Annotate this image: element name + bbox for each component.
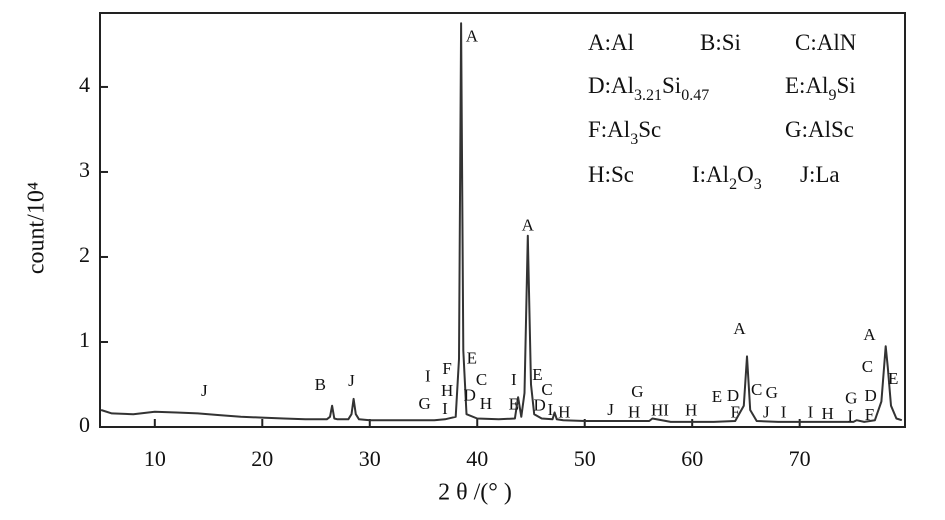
x-tick-label: 40 [466, 446, 488, 471]
peak-label: F [442, 359, 451, 378]
peak-label: D [864, 386, 876, 405]
peak-label: D [533, 396, 545, 415]
legend-entry: D:Al3.21Si0.47 [588, 73, 709, 103]
peak-label: J [763, 402, 770, 421]
peak-label: E [888, 369, 898, 388]
peak-label: I [511, 370, 517, 389]
peak-label: H [821, 404, 833, 423]
peak-label: H [558, 402, 570, 421]
peak-label: D [727, 386, 739, 405]
peak-label: H [628, 402, 640, 421]
legend-entry: I:Al2O3 [692, 162, 762, 192]
peak-label: H [685, 401, 697, 420]
y-tick-label: 2 [79, 242, 90, 267]
peak-label: G [766, 383, 778, 402]
peak-label: J [348, 371, 355, 390]
legend-entry: E:Al9Si [785, 73, 856, 103]
y-axis-label: count/10⁴ [24, 182, 50, 274]
x-tick-label: 30 [359, 446, 381, 471]
legend-entry: C:AlN [795, 30, 857, 55]
y-tick-label: 1 [79, 327, 90, 352]
peak-label: I [781, 402, 787, 421]
peak-label: HI [651, 401, 669, 420]
x-tick-label: 60 [681, 446, 703, 471]
x-tick-label: 20 [251, 446, 273, 471]
peak-label: G [631, 382, 643, 401]
peak-label: I [808, 402, 814, 421]
peak-label: C [476, 370, 487, 389]
peak-label: F [865, 405, 874, 424]
x-tick-label: 10 [144, 446, 166, 471]
peak-label: I [847, 407, 853, 426]
peak-label: C [541, 380, 552, 399]
spectrum-line [100, 22, 903, 423]
peak-label: I [442, 399, 448, 418]
peak-label: G [845, 389, 857, 408]
legend-entry: H:Sc [588, 162, 634, 187]
x-tick-label: 70 [789, 446, 811, 471]
peak-label: F [730, 402, 739, 421]
peak-label: A [522, 215, 535, 234]
peak-label: B [315, 375, 326, 394]
peak-label: J [201, 381, 208, 400]
legend-entry: F:Al3Sc [588, 117, 661, 147]
peak-label: A [733, 319, 746, 338]
x-axis-label: 2 θ /(° ) [438, 480, 512, 506]
peak-label: C [751, 380, 762, 399]
x-tick-label: 50 [574, 446, 596, 471]
legend-entry: B:Si [700, 30, 741, 55]
plot-frame [99, 12, 906, 428]
peak-label: G [418, 394, 430, 413]
peak-label: A [863, 325, 876, 344]
peak-label: E [467, 349, 477, 368]
peak-label: E [712, 387, 722, 406]
legend-entry: A:Al [588, 30, 634, 55]
legend-entry: G:AlSc [785, 117, 854, 142]
peak-label: H [441, 381, 453, 400]
peak-label: I [425, 367, 431, 386]
peak-label: H [480, 394, 492, 413]
y-tick-label: 0 [79, 412, 90, 437]
legend-entry: J:La [800, 162, 840, 187]
peak-label: E [532, 365, 542, 384]
y-tick-label: 4 [79, 72, 90, 97]
peak-label: A [466, 27, 479, 46]
peak-label: E [509, 395, 519, 414]
peak-label: I [547, 400, 553, 419]
peak-label: J [607, 400, 614, 419]
peak-label: C [862, 357, 873, 376]
peak-label: D [464, 385, 476, 404]
y-tick-label: 3 [79, 157, 90, 182]
